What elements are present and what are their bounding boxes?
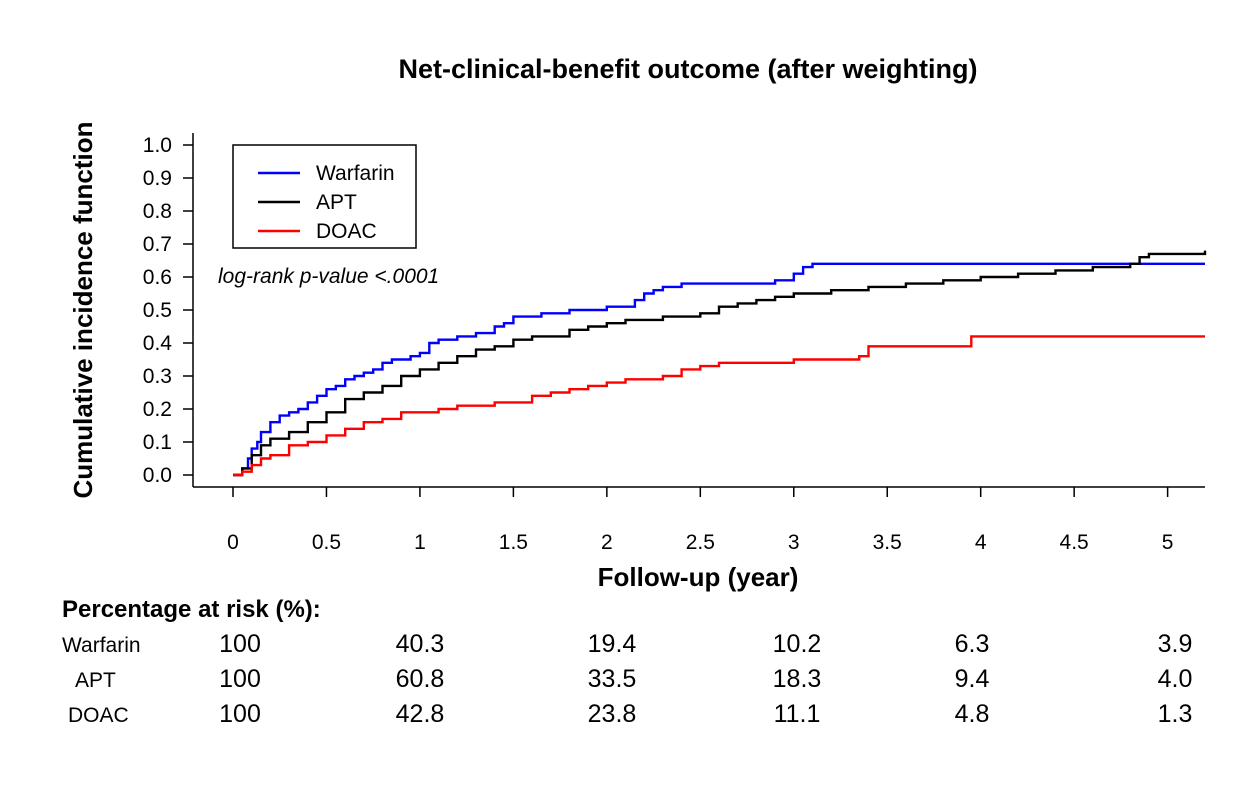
y-tick-label: 0.9 [143, 167, 172, 190]
x-tick-label: 4 [975, 531, 987, 554]
risk-cell: 11.1 [774, 700, 821, 728]
x-tick-label: 3 [788, 531, 800, 554]
risk-cell: 10.2 [773, 630, 822, 658]
y-tick-label: 0.5 [143, 299, 172, 322]
x-tick-label: 3.5 [873, 531, 902, 554]
y-tick-label: 0.2 [143, 398, 172, 421]
x-tick-label: 0.5 [312, 531, 341, 554]
legend-label-warfarin: Warfarin [316, 162, 395, 185]
risk-cell: 60.8 [396, 665, 445, 693]
y-tick-label: 1.0 [143, 134, 172, 157]
chart-title: Net-clinical-benefit outcome (after weig… [398, 54, 977, 84]
log-rank-annotation: log-rank p-value <.0001 [218, 265, 439, 288]
x-tick-label: 4.5 [1060, 531, 1089, 554]
risk-cell: 18.3 [773, 665, 822, 693]
series-line-doac [233, 335, 1205, 477]
risk-cell: 40.3 [396, 630, 445, 658]
risk-cell: 1.3 [1158, 700, 1193, 728]
legend-label-doac: DOAC [316, 220, 377, 243]
y-tick-label: 0.0 [143, 464, 172, 487]
series-line-warfarin [233, 262, 1205, 477]
risk-cell: 23.8 [588, 700, 637, 728]
risk-cell: 100 [219, 630, 261, 658]
y-tick-label: 0.4 [143, 332, 173, 355]
x-tick-label: 2 [601, 531, 613, 554]
y-axis: 0.0 0.1 0.2 0.3 0.4 0.5 0.6 0.7 0.8 0.9 1.0 [143, 134, 193, 487]
series-line-apt [233, 250, 1207, 477]
risk-row-label-warfarin: Warfarin [62, 634, 141, 657]
risk-cell: 4.0 [1158, 665, 1193, 693]
x-tick-label: 0 [227, 531, 239, 554]
risk-cell: 19.4 [588, 630, 637, 658]
risk-cell: 6.3 [955, 630, 990, 658]
risk-cell: 100 [219, 700, 261, 728]
risk-table-title: Percentage at risk (%): [62, 596, 321, 623]
x-tick-label: 2.5 [686, 531, 715, 554]
risk-row-label-apt: APT [75, 669, 116, 692]
risk-row-label-doac: DOAC [68, 704, 129, 727]
risk-cell: 42.8 [396, 700, 445, 728]
risk-cell: 9.4 [955, 665, 990, 693]
y-tick-label: 0.1 [143, 431, 172, 454]
risk-cell: 3.9 [1158, 630, 1193, 658]
risk-cell: 100 [219, 665, 261, 693]
x-axis-label: Follow-up (year) [598, 562, 799, 592]
y-tick-label: 0.3 [143, 365, 172, 388]
risk-cell: 4.8 [955, 700, 990, 728]
legend-box [232, 144, 417, 249]
risk-cell: 33.5 [588, 665, 637, 693]
legend: Warfarin APT DOAC [232, 144, 417, 249]
x-tick-label: 1.5 [499, 531, 528, 554]
x-axis: 0 0.5 1 1.5 2 2.5 3 3.5 4 4.5 5 [227, 487, 1173, 554]
x-tick-label: 1 [414, 531, 426, 554]
y-axis-label: Cumulative incidence function [68, 121, 98, 498]
y-tick-label: 0.6 [143, 266, 172, 289]
risk-table: Warfarin 100 40.3 19.4 10.2 6.3 3.9 APT 100 60.8 3… [62, 630, 1192, 728]
y-tick-label: 0.7 [143, 233, 172, 256]
x-tick-label: 5 [1162, 531, 1174, 554]
legend-label-apt: APT [316, 191, 357, 214]
y-tick-label: 0.8 [143, 200, 172, 223]
series-lines [233, 250, 1207, 477]
